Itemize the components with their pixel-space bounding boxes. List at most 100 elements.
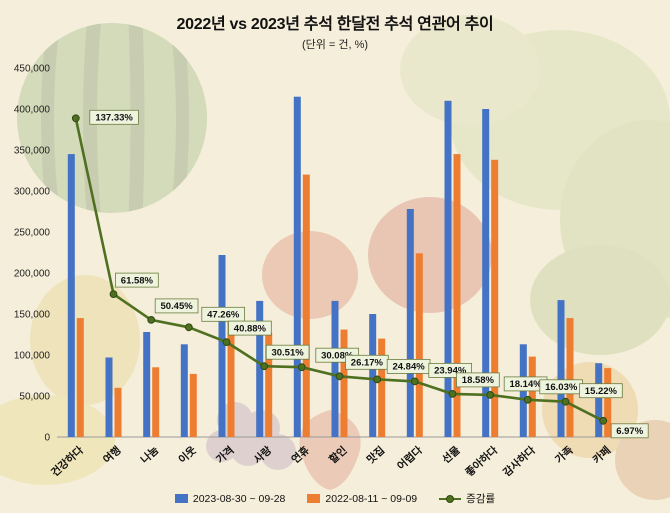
bar-series2 <box>453 154 461 437</box>
legend-item-series1[interactable]: 2023-08-30 ~ 09-28 <box>174 492 286 505</box>
pct-label: 26.17% <box>345 354 389 370</box>
bar-series1 <box>369 314 377 437</box>
x-axis-label: 사랑 <box>251 443 274 466</box>
legend-item-series2[interactable]: 2022-08-11 ~ 09-09 <box>307 493 417 505</box>
x-axis-label: 어렵다 <box>395 443 425 472</box>
pct-label: 61.58% <box>115 272 159 288</box>
line-marker <box>109 290 118 299</box>
x-axis-label: 여행 <box>100 444 123 467</box>
chart-legend: 2023-08-30 ~ 09-28 2022-08-11 ~ 09-09 증감… <box>0 491 670 506</box>
y-axis-label: 400,000 <box>14 105 51 116</box>
bar-series2 <box>378 338 386 437</box>
leafy-greens-icon <box>400 15 670 355</box>
line-marker <box>448 390 457 398</box>
bar-series2 <box>114 387 122 437</box>
y-axis-label: 200,000 <box>14 269 51 280</box>
x-axis-label: 이웃 <box>176 443 199 466</box>
svg-text:50.45%: 50.45% <box>160 301 193 312</box>
bar-series1 <box>331 300 339 437</box>
apple-icon <box>368 197 492 313</box>
line-marker <box>260 362 269 371</box>
persimmon-icon <box>615 420 670 500</box>
x-axis-label: 나눔 <box>138 443 161 466</box>
chart-unit-note: (단위 = 건, %) <box>301 39 369 51</box>
y-axis-label: 250,000 <box>14 228 51 239</box>
bar-series2 <box>566 318 574 437</box>
bar-series1 <box>218 255 226 437</box>
bar-series1 <box>595 363 603 437</box>
y-axis-label: 150,000 <box>14 310 51 321</box>
bar-series2 <box>528 356 536 437</box>
bar-series2 <box>76 318 84 437</box>
pct-label: 18.58% <box>456 372 500 388</box>
svg-text:40.88%: 40.88% <box>234 323 267 334</box>
line-marker <box>184 323 193 332</box>
bar-series1 <box>557 300 565 437</box>
line-marker <box>147 316 156 324</box>
legend-label-series2: 2022-08-11 ~ 09-09 <box>325 492 418 505</box>
bar-series1 <box>406 209 414 437</box>
bar-series1 <box>293 96 301 437</box>
legend-swatch-series1 <box>174 494 188 503</box>
line-marker <box>561 397 570 406</box>
svg-text:47.26%: 47.26% <box>207 310 240 321</box>
svg-text:26.17%: 26.17% <box>351 358 384 369</box>
bar-series1 <box>105 357 113 437</box>
y-axis-label: 350,000 <box>14 146 51 157</box>
line-marker <box>71 114 80 123</box>
tomato-icon <box>262 231 358 319</box>
bar-series2 <box>415 253 423 437</box>
x-axis-label: 가족 <box>552 443 575 466</box>
svg-text:23.94%: 23.94% <box>434 366 467 377</box>
line-marker <box>373 375 382 384</box>
y-axis-label: 100,000 <box>14 351 51 362</box>
banana-icon <box>0 395 115 485</box>
x-axis-label: 연휴 <box>289 443 312 466</box>
line-marker <box>410 377 419 386</box>
bar-series1 <box>482 109 490 437</box>
bar-series1 <box>444 100 452 438</box>
chart-title: 2022년 vs 2023년 추석 한달전 추석 연관어 추이 <box>176 16 494 33</box>
x-axis-label: 건강하다 <box>48 443 86 479</box>
y-axis-label: 50,000 <box>19 392 50 403</box>
x-axis-label: 좋아하다 <box>463 443 501 479</box>
svg-text:18.58%: 18.58% <box>462 375 495 386</box>
legend-label-series1: 2023-08-30 ~ 09-28 <box>192 492 286 505</box>
svg-text:30.08%: 30.08% <box>321 351 354 362</box>
line-marker <box>599 416 608 425</box>
legend-line-marker-icon <box>439 494 462 503</box>
line-marker <box>335 372 344 381</box>
x-axis-label: 카페 <box>590 444 613 467</box>
bar-series1 <box>180 344 188 437</box>
bar-series2 <box>491 159 499 438</box>
legend-swatch-series2 <box>307 494 321 503</box>
svg-text:18.14%: 18.14% <box>509 379 542 390</box>
line-marker <box>297 363 306 372</box>
bar-series2 <box>152 367 160 437</box>
pct-label: 50.45% <box>154 298 199 314</box>
pct-label: 6.97% <box>610 423 649 439</box>
svg-text:6.97%: 6.97% <box>616 426 643 437</box>
bar-series1 <box>143 332 151 437</box>
y-axis-label: 300,000 <box>14 187 51 198</box>
bar-series2 <box>604 368 612 437</box>
pct-label: 137.33% <box>89 109 139 125</box>
svg-text:30.51%: 30.51% <box>271 348 304 359</box>
svg-text:137.33%: 137.33% <box>95 113 133 124</box>
pct-label: 40.88% <box>228 320 272 336</box>
y-axis-label: 0 <box>44 433 50 444</box>
pct-label: 47.26% <box>201 306 246 322</box>
svg-text:61.58%: 61.58% <box>121 275 154 286</box>
line-marker <box>486 391 495 399</box>
bar-series2 <box>265 332 273 437</box>
pct-label: 30.51% <box>265 344 310 360</box>
bar-series2 <box>227 307 235 437</box>
bar-series1 <box>256 300 264 437</box>
x-axis-label: 맛집 <box>364 444 387 467</box>
bar-series2 <box>302 174 310 437</box>
line-marker <box>222 338 231 347</box>
legend-item-line[interactable]: 증감률 <box>439 491 495 506</box>
x-axis-label: 감사하다 <box>500 443 538 479</box>
